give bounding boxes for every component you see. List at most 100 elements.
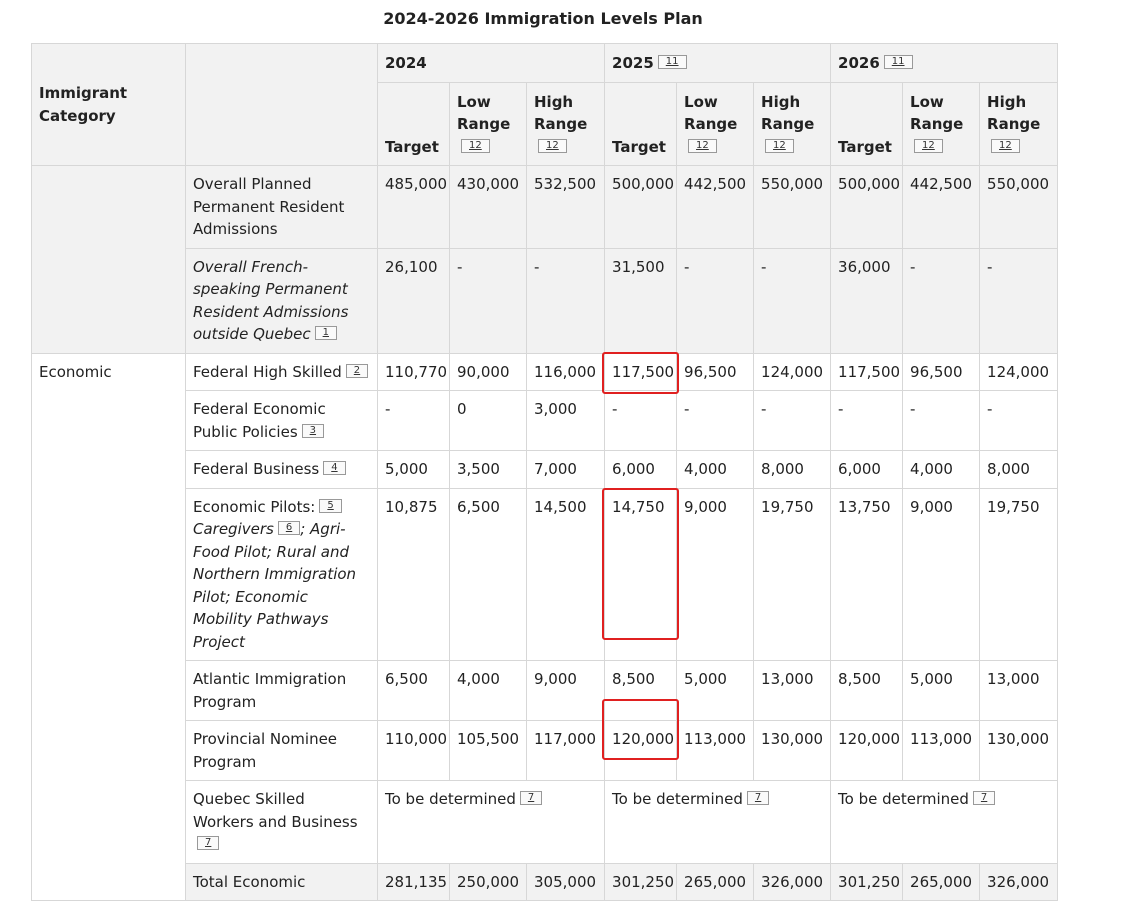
value-cell: - — [449, 247, 527, 354]
value-cell: 430,000 — [449, 165, 527, 249]
header-target: Target — [377, 82, 450, 166]
value-cell: 326,000 — [979, 862, 1059, 901]
footnote-link[interactable]: 12 — [538, 138, 567, 153]
levels-plan-table: Immigrant Category 2024 2025 11 2026 11 Ta… — [31, 43, 1059, 901]
value-cell: 124,000 — [753, 352, 832, 391]
value-cell: 4,000 — [902, 450, 981, 489]
value-cell: - — [830, 390, 904, 451]
value-cell: 500,000 — [830, 165, 904, 249]
header-year-2026: 2026 11 — [830, 43, 1059, 83]
tbd-cell: To be determined 7 — [830, 780, 1059, 864]
footnote-link[interactable]: 12 — [765, 138, 794, 153]
value-cell: 281,135 — [377, 862, 450, 901]
value-cell: 117,000 — [525, 720, 606, 781]
page-title: 2024-2026 Immigration Levels Plan — [383, 9, 703, 28]
footnote-link[interactable]: 3 — [301, 423, 325, 438]
value-cell: - — [979, 247, 1059, 354]
header-blank — [185, 43, 378, 166]
footnote-link[interactable]: 2 — [345, 363, 369, 378]
value-cell: 301,250 — [604, 862, 678, 901]
value-cell: 110,000 — [377, 720, 450, 781]
value-cell: 5,000 — [676, 660, 755, 721]
value-cell: 4,000 — [676, 450, 755, 489]
value-cell: - — [676, 390, 755, 451]
footnote-link[interactable]: 5 — [319, 498, 342, 513]
row-label: Quebec Skilled Workers and Business7 — [185, 780, 378, 864]
value-cell: 130,000 — [979, 720, 1059, 781]
value-cell: 442,500 — [676, 165, 755, 249]
value-cell: 31,500 — [604, 247, 678, 354]
header-target: Target — [830, 82, 904, 166]
footnote-link[interactable]: 4 — [323, 461, 346, 475]
header-low-range: Low Range 12 — [902, 82, 981, 166]
value-cell: 500,000 — [604, 165, 678, 249]
table-row: Overall Planned Permanent Resident Admis… — [31, 165, 1059, 354]
header-high-range: High Range 12 — [753, 82, 832, 166]
value-cell: 36,000 — [830, 247, 904, 354]
value-cell: 265,000 — [676, 862, 755, 901]
footnote-link[interactable]: 7 — [972, 791, 996, 805]
footnote-link[interactable]: 6 — [277, 521, 301, 535]
value-cell: - — [753, 390, 832, 451]
header-low-range: Low Range 12 — [676, 82, 755, 166]
value-cell: 14,500 — [525, 487, 606, 661]
value-cell: 117,500 — [830, 352, 904, 391]
value-cell: 5,000 — [902, 660, 981, 721]
value-cell: 301,250 — [830, 862, 904, 901]
header-target: Target — [604, 82, 678, 166]
value-cell: - — [902, 247, 981, 354]
value-cell: 305,000 — [525, 862, 606, 901]
value-cell: 4,000 — [449, 660, 527, 721]
footnote-link[interactable]: 11 — [883, 54, 913, 69]
value-cell: 116,000 — [525, 352, 606, 391]
value-cell: 442,500 — [902, 165, 981, 249]
footnote-link[interactable]: 7 — [746, 791, 770, 805]
value-cell: 10,875 — [377, 487, 450, 661]
value-cell: 0 — [449, 390, 527, 451]
footnote-link[interactable]: 12 — [991, 138, 1020, 153]
value-cell: 485,000 — [377, 165, 450, 249]
footnote-link[interactable]: 12 — [688, 138, 717, 153]
header-year-2024: 2024 — [376, 43, 606, 83]
footnote-link[interactable]: 7 — [519, 791, 543, 805]
table-row: Atlantic Immigration Program 6,500 4,000 9… — [32, 660, 1059, 721]
value-cell: 105,500 — [449, 720, 527, 781]
header-high-range: High Range 12 — [979, 82, 1059, 166]
header-high-range: High Range 12 — [525, 82, 606, 166]
row-label: Atlantic Immigration Program — [185, 660, 378, 721]
value-cell: - — [604, 390, 678, 451]
value-cell: 265,000 — [902, 862, 981, 901]
value-cell: 6,500 — [449, 487, 527, 661]
value-cell: 7,000 — [525, 450, 606, 489]
row-label: Provincial Nominee Program — [185, 720, 378, 781]
value-cell: - — [377, 390, 450, 451]
value-cell: 9,000 — [902, 487, 981, 661]
footnote-link[interactable]: 12 — [461, 138, 490, 153]
value-cell: 130,000 — [753, 720, 832, 781]
value-cell: 6,000 — [830, 450, 904, 489]
row-label: Federal High Skilled 2 — [185, 352, 378, 391]
value-cell: 3,000 — [525, 390, 606, 451]
table-row: Quebec Skilled Workers and Business7 To … — [32, 780, 1059, 864]
table-row: Federal Business 4 5,000 3,500 7,000 6,000 4,… — [32, 450, 1059, 489]
table-row: Overall French-speaking Permanent Reside… — [32, 247, 1059, 354]
value-cell: 8,000 — [753, 450, 832, 489]
row-label: Federal Economic Public Policies 3 — [185, 390, 378, 451]
value-cell: 13,000 — [753, 660, 832, 721]
value-cell: 113,000 — [902, 720, 981, 781]
value-cell: 532,500 — [525, 165, 606, 249]
footnote-link[interactable]: 7 — [197, 836, 220, 850]
value-cell: 550,000 — [753, 165, 832, 249]
footnote-link[interactable]: 11 — [657, 54, 687, 69]
value-cell: 326,000 — [753, 862, 832, 901]
value-cell: 13,000 — [979, 660, 1059, 721]
value-cell: 13,750 — [830, 487, 904, 661]
row-label: Overall Planned Permanent Resident Admis… — [185, 165, 378, 249]
value-cell: 6,500 — [377, 660, 450, 721]
tbd-cell: To be determined 7 — [376, 780, 606, 864]
footnote-link[interactable]: 12 — [914, 138, 943, 153]
value-cell: 550,000 — [979, 165, 1059, 249]
footnote-link[interactable]: 1 — [314, 326, 337, 340]
row-label: Economic Pilots: 5 Caregivers 6; Agri-Food … — [185, 487, 378, 661]
row-label: Total Economic — [185, 862, 378, 901]
